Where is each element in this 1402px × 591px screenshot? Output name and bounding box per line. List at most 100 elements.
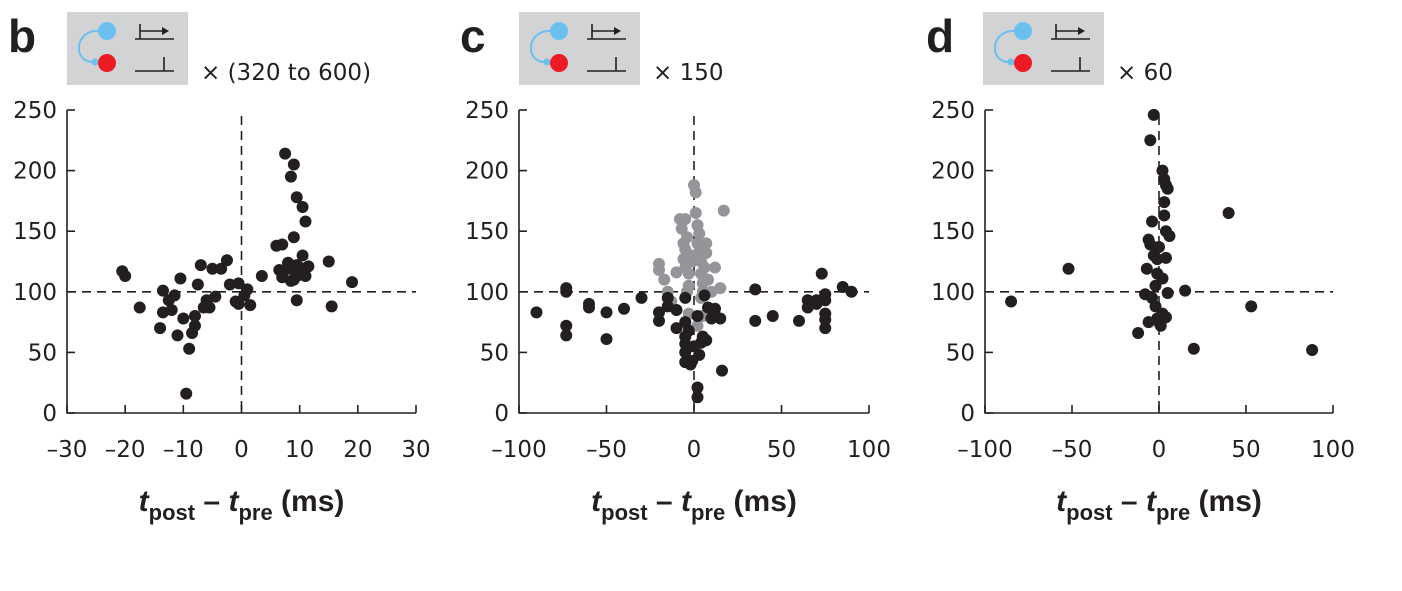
data-point [560, 282, 573, 295]
arrow-head-icon [1078, 27, 1085, 35]
synapse-dot-icon [91, 58, 99, 66]
data-point [709, 261, 721, 274]
circuit-icon [67, 12, 188, 85]
data-point [766, 310, 779, 323]
data-point [689, 186, 702, 199]
series-1 [530, 267, 858, 404]
data-point [209, 290, 222, 303]
data-point [287, 158, 300, 171]
data-point [133, 301, 146, 314]
data-point [716, 364, 728, 377]
data-point [1147, 108, 1160, 121]
data-point [810, 294, 823, 307]
data-point [1153, 240, 1165, 253]
multiplier-label: × (320 to 600) [201, 60, 371, 86]
data-point [670, 266, 683, 279]
data-point [1161, 182, 1174, 195]
x-axis-label-part: t [1056, 485, 1068, 518]
icon-background [983, 12, 1104, 85]
x-axis-label-part: post [601, 500, 648, 525]
data-point [183, 342, 196, 355]
data-point [232, 277, 245, 290]
data-point [171, 329, 184, 342]
x-tick-label: 50 [767, 437, 796, 463]
data-point [700, 247, 713, 260]
data-point [299, 215, 312, 228]
data-point [154, 322, 167, 335]
x-tick-label: 50 [1231, 437, 1260, 463]
x-axis-label: tpost – tpre (ms) [139, 485, 345, 525]
data-point [244, 299, 257, 312]
x-tick-label: –50 [586, 437, 627, 463]
data-point [1146, 215, 1159, 228]
data-point [206, 262, 219, 275]
x-axis-label-part: t [681, 485, 693, 518]
x-tick-label: 30 [401, 437, 430, 463]
data-point [188, 310, 201, 323]
data-point [191, 278, 204, 291]
x-tick-label: 100 [1311, 437, 1355, 463]
data-point [168, 289, 181, 302]
data-point [232, 297, 245, 310]
data-point [691, 391, 704, 404]
data-point [1156, 272, 1169, 285]
y-tick-label: 200 [13, 159, 57, 185]
y-tick-label: 150 [931, 219, 975, 245]
data-point [296, 249, 309, 262]
x-tick-label: 0 [234, 437, 249, 463]
y-tick-label: 150 [465, 219, 509, 245]
y-tick-label: 150 [13, 219, 57, 245]
data-point [174, 272, 187, 285]
circuit-icon [519, 12, 640, 85]
data-point [180, 387, 193, 400]
x-axis-label-part: – [648, 485, 681, 518]
x-axis-label-part: pre [691, 500, 725, 525]
data-point [1245, 300, 1258, 313]
data-point [1163, 230, 1176, 243]
data-point [705, 312, 718, 325]
data-point [346, 276, 359, 289]
data-point [819, 307, 832, 320]
data-point [290, 294, 303, 307]
feedback-arc-icon [77, 29, 101, 63]
data-point [691, 381, 704, 394]
data-point [600, 333, 613, 346]
series-0 [1005, 108, 1319, 356]
data-point [700, 334, 713, 347]
data-point [691, 310, 704, 323]
x-axis-label-part: t [139, 485, 151, 518]
data-point [156, 284, 169, 297]
data-point [670, 322, 683, 335]
data-point [560, 319, 573, 332]
data-point [681, 231, 693, 244]
x-axis-label-part: (ms) [273, 485, 345, 518]
inhibitory-neuron-icon [98, 54, 116, 72]
data-point [1062, 262, 1075, 275]
inhibitory-neuron-icon [550, 54, 568, 72]
y-tick-label: 50 [480, 340, 509, 366]
data-point [1306, 343, 1319, 356]
data-point [815, 267, 828, 280]
y-tick-label: 200 [465, 159, 509, 185]
data-point [177, 312, 190, 325]
data-point [653, 314, 665, 327]
x-tick-label: 0 [687, 437, 702, 463]
data-point [279, 147, 292, 160]
data-point [836, 280, 849, 293]
data-point [670, 303, 683, 316]
y-tick-label: 200 [931, 159, 975, 185]
data-point [296, 200, 309, 213]
data-point [1179, 284, 1192, 297]
data-point [1140, 262, 1153, 275]
data-point [658, 273, 671, 286]
y-tick-label: 0 [960, 401, 975, 427]
data-point [290, 191, 303, 204]
data-point [793, 314, 805, 327]
data-point [1161, 287, 1174, 300]
arrow-head-icon [614, 27, 621, 35]
data-point [714, 282, 727, 295]
data-point [287, 231, 300, 244]
data-point [194, 259, 207, 272]
x-axis-label-part: pre [238, 500, 272, 525]
